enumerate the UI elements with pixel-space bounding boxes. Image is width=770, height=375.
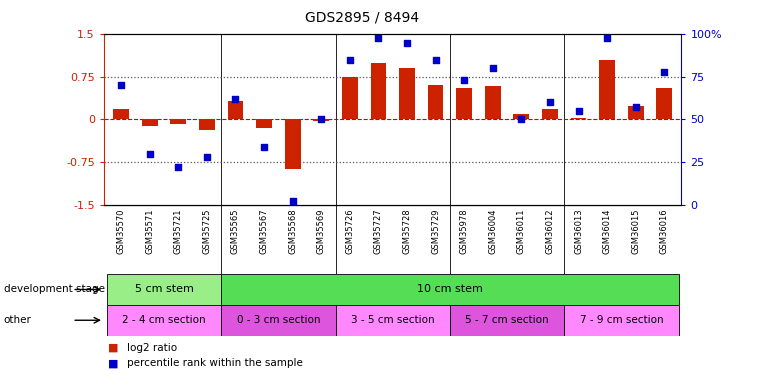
Point (229, 96, 242, 102)
Bar (336, 305, 450, 336)
Text: ■: ■ (108, 343, 119, 353)
Point (630, 105, 642, 111)
Text: GSM36012: GSM36012 (545, 208, 554, 254)
Text: GSM35721: GSM35721 (174, 208, 182, 254)
Point (258, 144, 270, 150)
Bar (370, 63, 387, 120)
Text: GSM35567: GSM35567 (259, 208, 269, 254)
Text: GSM36016: GSM36016 (660, 208, 669, 254)
Point (430, 57, 442, 63)
Bar (599, 60, 615, 120)
Text: GSM35727: GSM35727 (374, 208, 383, 254)
Text: GSM35726: GSM35726 (345, 208, 354, 254)
Text: GDS2895 / 8494: GDS2895 / 8494 (305, 11, 419, 25)
Point (601, 34, 613, 40)
Bar (170, 120, 186, 124)
Text: GSM36015: GSM36015 (631, 208, 640, 254)
Bar (571, 118, 587, 120)
Bar (542, 109, 557, 120)
Point (487, 65, 499, 71)
Bar (457, 88, 472, 120)
Point (401, 40, 413, 46)
Bar (427, 86, 444, 120)
Text: 7 - 9 cm section: 7 - 9 cm section (580, 315, 663, 325)
Text: GSM35568: GSM35568 (288, 208, 297, 254)
Bar (221, 305, 336, 336)
Text: GSM36004: GSM36004 (488, 208, 497, 254)
Bar (313, 120, 329, 121)
Bar (113, 109, 129, 120)
Point (658, 69, 671, 75)
Bar (142, 120, 158, 126)
Text: 5 - 7 cm section: 5 - 7 cm section (465, 315, 549, 325)
Point (572, 108, 584, 114)
Text: percentile rank within the sample: percentile rank within the sample (127, 358, 303, 368)
Point (143, 151, 156, 157)
Text: GSM35571: GSM35571 (146, 208, 154, 254)
Text: GSM35565: GSM35565 (231, 208, 240, 254)
Bar (107, 305, 221, 336)
Text: log2 ratio: log2 ratio (127, 343, 177, 353)
Point (458, 77, 470, 83)
Bar (199, 120, 215, 130)
Text: GSM35570: GSM35570 (116, 208, 126, 254)
Bar (221, 274, 678, 305)
Bar (342, 77, 358, 120)
Text: 2 - 4 cm section: 2 - 4 cm section (122, 315, 206, 325)
Bar (450, 305, 564, 336)
Bar (256, 120, 272, 128)
Text: other: other (4, 315, 32, 325)
Text: 3 - 5 cm section: 3 - 5 cm section (351, 315, 434, 325)
Point (515, 117, 527, 123)
Text: GSM36014: GSM36014 (603, 208, 611, 254)
Text: GSM35978: GSM35978 (460, 208, 469, 254)
Text: 10 cm stem: 10 cm stem (417, 285, 483, 294)
Bar (399, 68, 415, 120)
Text: 0 - 3 cm section: 0 - 3 cm section (236, 315, 320, 325)
Point (201, 154, 213, 160)
Point (343, 57, 356, 63)
Text: GSM36011: GSM36011 (517, 208, 526, 254)
Text: development stage: development stage (4, 285, 105, 294)
Text: GSM35569: GSM35569 (316, 208, 326, 254)
Point (286, 198, 299, 204)
Bar (285, 120, 300, 169)
Bar (107, 274, 221, 305)
Point (115, 82, 127, 88)
Bar (485, 87, 501, 120)
Bar (628, 106, 644, 120)
Text: GSM35728: GSM35728 (403, 208, 411, 254)
Text: GSM35729: GSM35729 (431, 208, 440, 254)
Bar (228, 100, 243, 120)
Point (172, 164, 185, 170)
Bar (514, 114, 529, 120)
Bar (657, 88, 672, 120)
Text: GSM35725: GSM35725 (203, 208, 212, 254)
Point (315, 117, 327, 123)
Text: GSM36013: GSM36013 (574, 208, 583, 254)
Point (544, 99, 556, 105)
Bar (564, 305, 678, 336)
Text: 5 cm stem: 5 cm stem (135, 285, 193, 294)
Text: ■: ■ (108, 358, 119, 368)
Point (372, 34, 384, 40)
